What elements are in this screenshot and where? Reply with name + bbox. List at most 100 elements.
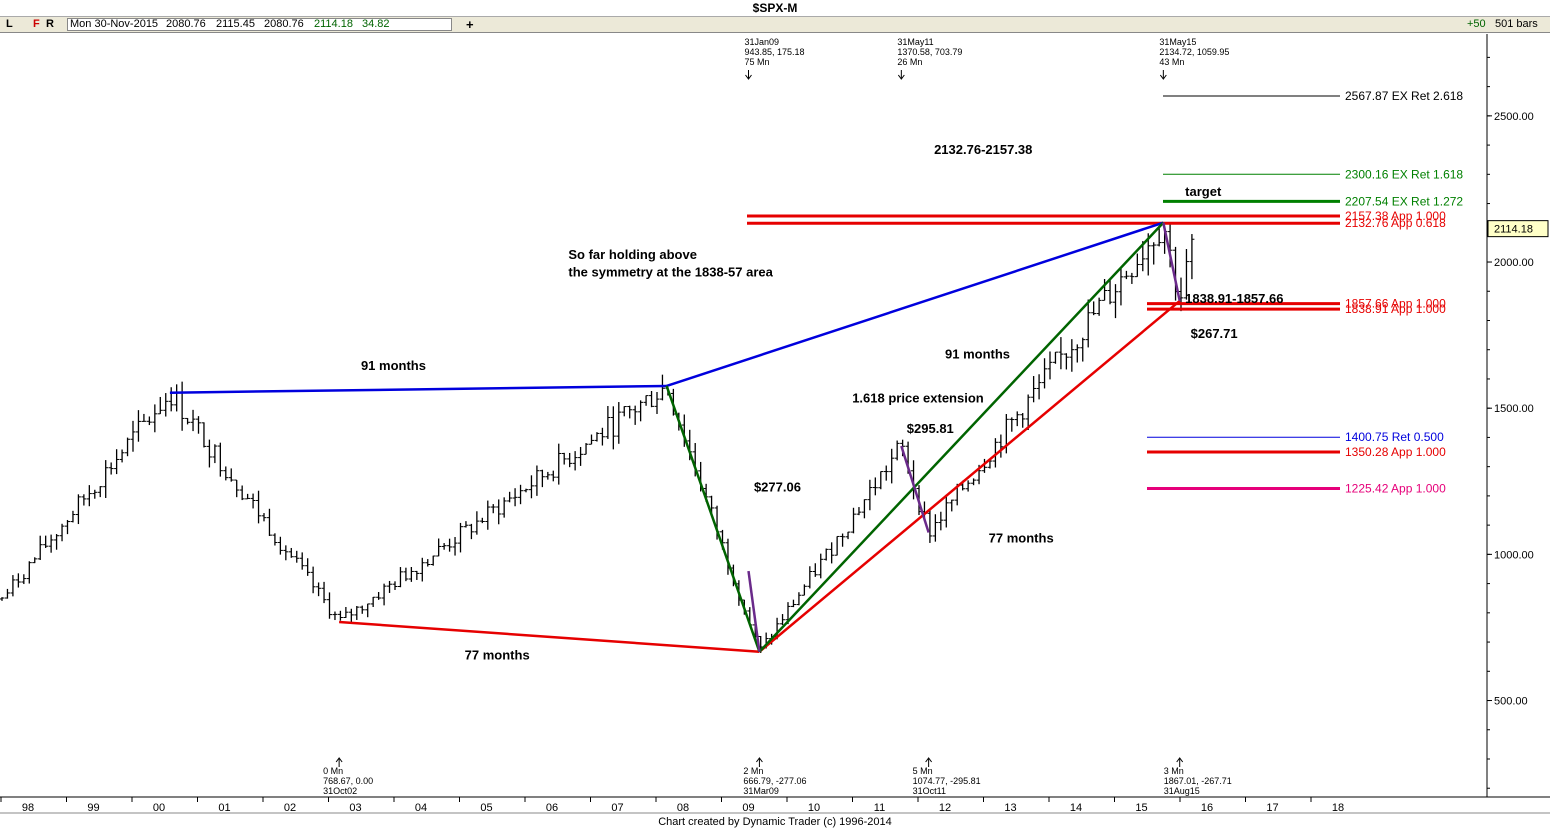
price-bar [196, 416, 201, 434]
x-tick-label: 13 [1004, 802, 1016, 814]
x-tick-label: 03 [349, 802, 361, 814]
price-bar [507, 491, 513, 503]
price-bar [152, 404, 158, 433]
price-bar [1151, 242, 1157, 265]
price-bar [359, 605, 365, 614]
price-bar [185, 417, 191, 425]
price-bar [998, 434, 1004, 458]
price-bar [458, 522, 463, 553]
price-bar [1189, 234, 1195, 280]
chart-label: 77 months [465, 648, 530, 663]
price-bar [15, 573, 21, 588]
price-bar [627, 405, 633, 419]
price-bar [1074, 344, 1080, 363]
price-bar [1020, 413, 1026, 428]
price-bar [370, 596, 376, 607]
price-bar [1134, 253, 1140, 278]
l-button[interactable]: L [6, 18, 13, 30]
level-lines: 2567.87 EX Ret 2.618 2300.16 EX Ret 1.618… [747, 89, 1463, 495]
price-bar [250, 493, 256, 509]
price-bar [32, 557, 38, 564]
price-bar [179, 381, 185, 431]
chart-label: $277.06 [754, 480, 801, 495]
bar-date: Mon 30-Nov-2015 [70, 18, 159, 30]
price-bar [228, 468, 234, 482]
chart-label: 91 months [945, 346, 1010, 361]
price-bar [1080, 337, 1086, 362]
price-bar [1042, 358, 1048, 389]
price-bar [239, 485, 245, 501]
top-annotation-text: 2134.72, 1059.95 [1159, 47, 1229, 57]
price-bar [790, 599, 796, 608]
price-bar [59, 523, 65, 542]
price-bar [365, 603, 371, 618]
level-label: 1225.42 App 1.000 [1345, 481, 1446, 495]
bottom-annotation-text: 31Aug15 [1164, 786, 1200, 796]
price-bar [316, 582, 322, 597]
price-bar [851, 507, 856, 534]
level-label: 2132.76 App 0.618 [1345, 216, 1446, 230]
level-label: 1838.91 App 1.000 [1345, 302, 1446, 316]
price-bar [610, 406, 616, 450]
price-bar [414, 570, 420, 580]
up-arrow-head-icon [335, 757, 343, 763]
price-bar [1031, 376, 1037, 403]
price-bar [643, 395, 649, 406]
price-bar [649, 390, 655, 408]
price-bar [856, 507, 862, 516]
bottom-annotation-text: 31Oct02 [323, 786, 357, 796]
price-bar [561, 452, 567, 465]
red-trendline [758, 299, 1181, 653]
price-bar [1123, 270, 1129, 280]
bottom-annotation-text: 768.67, 0.00 [323, 776, 373, 786]
level-label: 2157.38 App 1.000 [1345, 209, 1446, 223]
price-bar [605, 405, 611, 439]
price-bar [572, 451, 578, 471]
x-tick-label: 18 [1332, 802, 1344, 814]
f-button[interactable]: F [33, 18, 40, 30]
price-bar [277, 536, 283, 555]
price-bar [621, 406, 627, 417]
bar-change: 34.82 [362, 18, 390, 30]
price-bar [190, 409, 196, 432]
axes: 500.00 1000.00 1500.00 2000.00 2500.00 98 99 00… [0, 34, 1550, 814]
price-bar [659, 374, 665, 401]
price-bar [840, 533, 846, 547]
bar-close: 2114.18 [314, 18, 353, 30]
green-trendline [758, 221, 1165, 653]
price-bar [534, 465, 540, 496]
price-bar [1052, 351, 1058, 364]
x-tick-label: 00 [153, 802, 165, 814]
price-bar [146, 416, 152, 426]
chart-label: 91 months [361, 358, 426, 373]
price-bar [883, 465, 889, 481]
price-bar [479, 517, 485, 524]
price-bar [157, 396, 163, 415]
price-bar [474, 511, 480, 535]
top-annotation-text: 75 Mn [745, 57, 770, 67]
bottom-annotation-text: 31Oct11 [913, 786, 946, 796]
price-bar [75, 494, 81, 525]
bars-step-button[interactable]: +50 [1467, 18, 1486, 30]
price-bar [92, 489, 98, 499]
price-bar [272, 533, 278, 546]
toolbar: L F R Mon 30-Nov-2015 2080.76 2115.45 20… [0, 17, 1550, 33]
price-bar [1091, 301, 1097, 316]
add-button[interactable]: + [466, 17, 474, 32]
up-arrow-head-icon [756, 757, 763, 763]
price-bar [1096, 297, 1102, 316]
top-annotation-text: 26 Mn [897, 57, 922, 67]
price-bar [201, 422, 207, 448]
price-bar [130, 420, 136, 452]
price-bar [583, 443, 589, 455]
price-bar [638, 400, 644, 422]
price-bar [528, 475, 534, 499]
y-tick-label: 2000.00 [1494, 257, 1534, 269]
r-button[interactable]: R [46, 18, 54, 30]
bottom-annotation-text: 1074.77, -295.81 [913, 776, 981, 786]
price-bar [567, 452, 573, 468]
bar-open: 2080.76 [166, 18, 206, 30]
x-tick-label: 17 [1266, 802, 1278, 814]
level-label: 1857.66 App 1.000 [1345, 297, 1446, 311]
